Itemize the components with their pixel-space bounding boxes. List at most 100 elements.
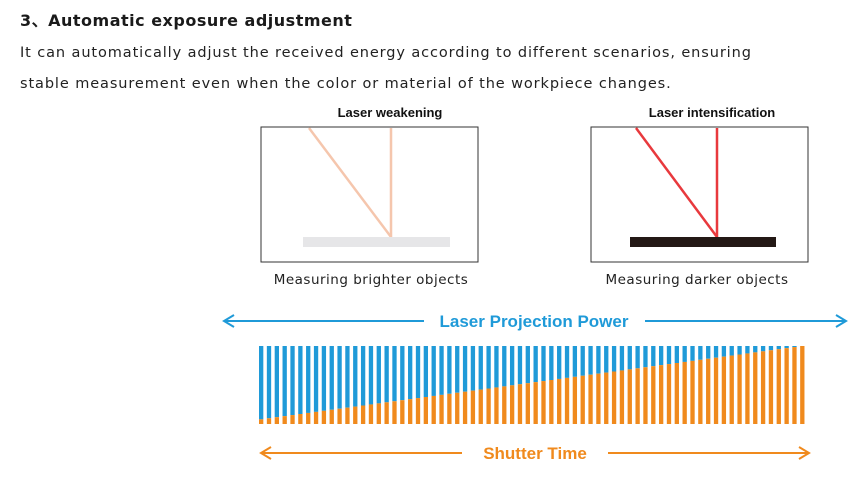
orange-stripe bbox=[494, 387, 499, 424]
blue-stripe bbox=[313, 346, 319, 412]
orange-stripe bbox=[658, 365, 664, 424]
orange-stripe bbox=[800, 346, 805, 424]
blue-stripe bbox=[557, 346, 562, 379]
orange-stripe bbox=[509, 385, 515, 424]
blue-stripe bbox=[400, 346, 405, 401]
blue-stripe bbox=[486, 346, 491, 389]
laser-beam bbox=[308, 127, 392, 238]
orange-stripe bbox=[690, 360, 695, 424]
blue-stripe bbox=[494, 346, 499, 388]
orange-stripe bbox=[462, 391, 468, 424]
orange-stripe bbox=[549, 380, 554, 424]
orange-stripe bbox=[431, 395, 436, 424]
orange-stripe bbox=[274, 417, 279, 424]
section-title: 3、Automatic exposure adjustment bbox=[20, 11, 352, 30]
orange-stripe bbox=[313, 411, 319, 424]
orange-stripe bbox=[706, 358, 711, 424]
dark-object bbox=[630, 237, 776, 247]
orange-stripe bbox=[282, 416, 287, 424]
blue-stripe bbox=[415, 346, 421, 399]
orange-stripe bbox=[408, 399, 413, 424]
blue-stripe bbox=[360, 346, 366, 406]
orange-stripe bbox=[666, 364, 672, 424]
blue-stripe bbox=[447, 346, 452, 394]
blue-stripe bbox=[753, 346, 758, 353]
blue-stripe bbox=[376, 346, 381, 404]
blue-stripe bbox=[572, 346, 578, 377]
orange-stripe bbox=[643, 367, 648, 424]
orange-stripe bbox=[266, 418, 272, 424]
blue-stripe bbox=[698, 346, 703, 360]
orange-stripe bbox=[572, 376, 578, 424]
orange-stripe bbox=[259, 419, 264, 424]
blue-stripe bbox=[321, 346, 327, 411]
arrow-label: Laser Projection Power bbox=[440, 312, 629, 331]
orange-stripe bbox=[525, 383, 530, 424]
blue-stripe bbox=[768, 346, 774, 351]
orange-stripe bbox=[760, 351, 766, 424]
blue-stripe bbox=[517, 346, 523, 385]
orange-stripe bbox=[651, 366, 656, 424]
orange-stripe bbox=[745, 353, 750, 424]
orange-stripe bbox=[455, 392, 460, 424]
blue-stripe bbox=[690, 346, 695, 361]
paragraph-line: It can automatically adjust the received… bbox=[20, 45, 752, 61]
orange-stripe bbox=[564, 377, 570, 424]
blue-stripe bbox=[282, 346, 287, 417]
blue-stripe bbox=[525, 346, 530, 384]
blue-stripe bbox=[408, 346, 413, 400]
paragraph-line: stable measurement even when the color o… bbox=[20, 76, 672, 92]
panel-label: Laser weakening bbox=[338, 105, 443, 120]
orange-stripe bbox=[337, 408, 342, 424]
panel-label: Laser intensification bbox=[649, 105, 775, 120]
orange-stripe bbox=[580, 375, 585, 424]
blue-stripe bbox=[345, 346, 350, 408]
blue-stripe bbox=[564, 346, 570, 378]
blue-stripe bbox=[549, 346, 554, 381]
blue-stripe bbox=[745, 346, 750, 354]
blue-stripe bbox=[329, 346, 334, 410]
orange-stripe bbox=[447, 393, 452, 424]
panel-caption: Measuring brighter objects bbox=[274, 272, 469, 288]
blue-stripe bbox=[604, 346, 609, 373]
orange-stripe bbox=[533, 382, 538, 424]
blue-stripe bbox=[588, 346, 593, 375]
orange-stripe bbox=[376, 403, 381, 424]
blue-stripe bbox=[290, 346, 295, 416]
orange-stripe bbox=[721, 356, 727, 424]
orange-stripe bbox=[713, 357, 719, 424]
orange-stripe bbox=[384, 402, 389, 424]
orange-stripe bbox=[541, 381, 546, 424]
blue-stripe bbox=[706, 346, 711, 359]
arrow-label: Shutter Time bbox=[483, 444, 587, 463]
bright-object bbox=[303, 237, 450, 247]
blue-stripe bbox=[721, 346, 727, 357]
blue-stripe bbox=[470, 346, 476, 391]
blue-stripe bbox=[509, 346, 515, 386]
blue-stripe bbox=[682, 346, 687, 362]
panel-caption: Measuring darker objects bbox=[605, 272, 788, 288]
orange-stripe bbox=[753, 352, 758, 424]
orange-stripe bbox=[321, 410, 327, 424]
blue-stripe bbox=[266, 346, 272, 419]
blue-stripe bbox=[635, 346, 640, 369]
orange-stripe bbox=[604, 372, 609, 424]
blue-stripe bbox=[784, 346, 789, 349]
blue-stripe bbox=[384, 346, 389, 403]
orange-stripe bbox=[502, 386, 507, 424]
orange-stripe bbox=[306, 412, 311, 424]
orange-stripe bbox=[674, 363, 679, 424]
orange-stripe bbox=[345, 407, 350, 424]
orange-stripe bbox=[737, 354, 742, 424]
blue-stripe bbox=[306, 346, 311, 413]
blue-stripe bbox=[502, 346, 507, 387]
orange-stripe bbox=[329, 409, 334, 424]
blue-stripe bbox=[533, 346, 538, 383]
blue-stripe bbox=[611, 346, 617, 372]
blue-stripe bbox=[431, 346, 436, 396]
blue-stripe bbox=[478, 346, 483, 390]
orange-stripe bbox=[470, 390, 476, 424]
blue-stripe bbox=[737, 346, 742, 355]
orange-stripe bbox=[698, 359, 703, 424]
blue-stripe bbox=[462, 346, 468, 392]
